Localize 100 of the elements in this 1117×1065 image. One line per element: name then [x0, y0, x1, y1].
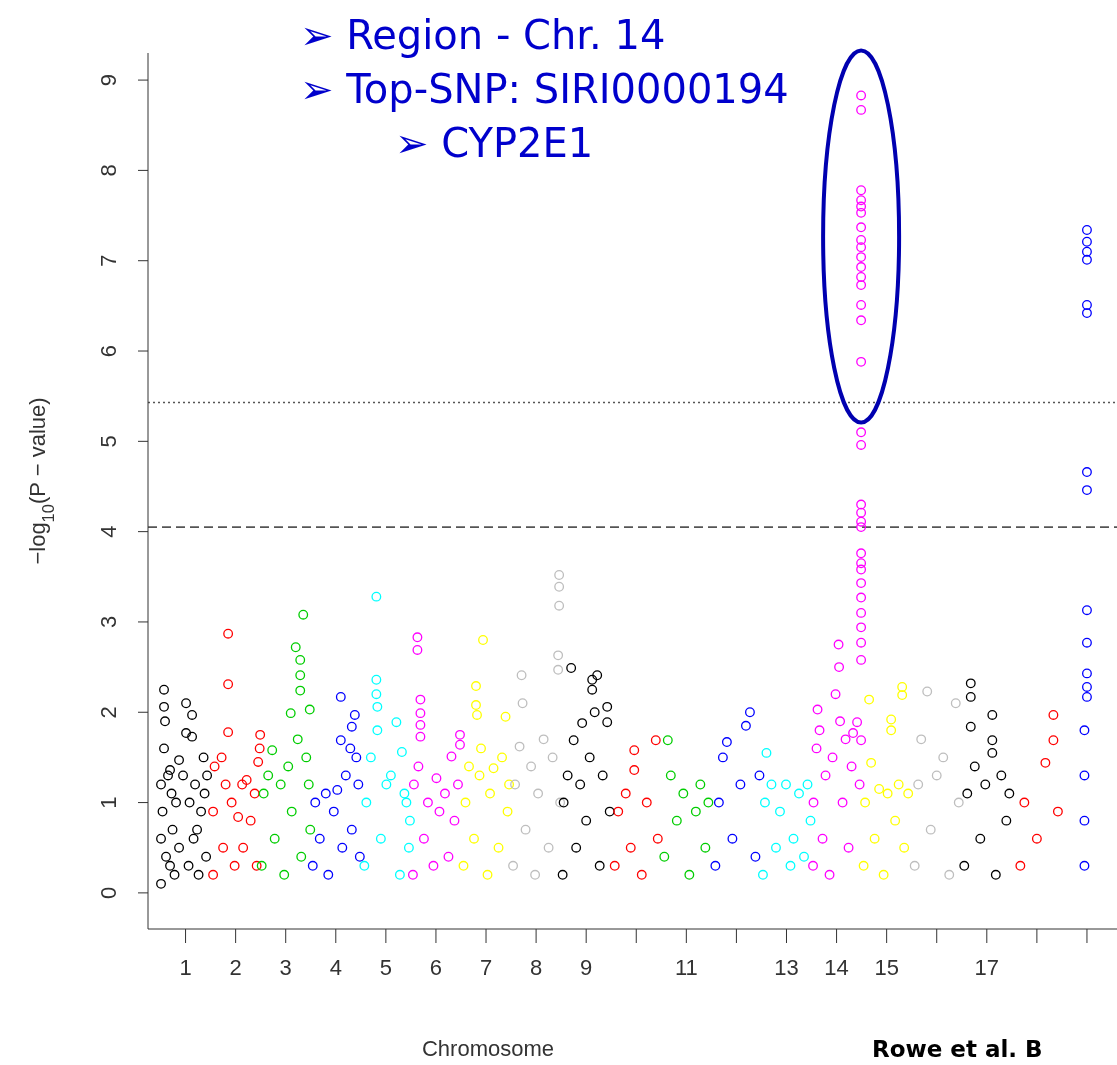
point: [192, 824, 203, 835]
x-axis-title: Chromosome: [420, 1036, 555, 1062]
point: [396, 747, 407, 757]
point: [493, 842, 504, 853]
y-tick-label: 6: [96, 344, 121, 358]
point: [597, 770, 608, 781]
point: [625, 842, 636, 853]
point: [520, 824, 531, 835]
point: [516, 670, 527, 681]
point: [727, 833, 738, 844]
point: [805, 815, 816, 826]
point: [428, 860, 439, 871]
point: [835, 716, 846, 727]
point: [412, 644, 423, 655]
point: [959, 860, 970, 871]
point: [557, 869, 568, 880]
point: [925, 824, 936, 835]
point: [159, 701, 169, 712]
point: [856, 578, 867, 589]
point: [592, 670, 603, 681]
x-tick-label: 15: [874, 954, 899, 980]
point: [1082, 236, 1092, 247]
point: [856, 104, 867, 115]
point: [310, 797, 321, 808]
x-tick-label: 14: [824, 954, 849, 980]
point: [856, 548, 867, 559]
point: [449, 815, 460, 826]
point: [846, 761, 857, 772]
point: [820, 770, 831, 781]
point: [754, 770, 765, 781]
point: [975, 833, 986, 844]
point: [571, 842, 582, 853]
point: [298, 609, 309, 620]
annotation: ➢ CYP2E1: [394, 119, 595, 168]
point: [856, 427, 867, 438]
point: [965, 678, 976, 689]
point: [434, 806, 445, 817]
point: [788, 833, 799, 844]
y-tick-label: 8: [96, 164, 121, 177]
point: [508, 860, 519, 871]
x-tick-label: 4: [329, 954, 342, 980]
point: [359, 860, 370, 871]
x-tick-label: 1: [179, 954, 192, 980]
point: [554, 570, 565, 580]
point: [533, 788, 544, 799]
point: [987, 710, 998, 720]
point: [391, 717, 402, 728]
point: [469, 833, 479, 844]
point: [238, 842, 249, 853]
point: [517, 698, 528, 709]
point: [700, 842, 711, 853]
point: [1004, 788, 1015, 799]
point: [455, 739, 465, 750]
point: [415, 694, 426, 705]
point: [874, 784, 885, 794]
point: [811, 743, 822, 754]
point: [856, 637, 867, 648]
point: [394, 869, 405, 880]
x-tick-label: 13: [774, 954, 799, 980]
point: [1082, 254, 1092, 265]
point: [766, 779, 777, 790]
point: [589, 707, 600, 718]
point: [500, 711, 511, 722]
point: [856, 252, 867, 263]
point: [771, 842, 781, 853]
point: [613, 806, 624, 817]
point: [802, 779, 813, 790]
point: [969, 761, 980, 772]
point: [472, 710, 482, 720]
point: [196, 806, 207, 817]
point: [864, 694, 875, 705]
point: [1048, 710, 1059, 720]
point: [165, 765, 175, 776]
point: [209, 761, 220, 772]
point: [817, 833, 828, 844]
point: [604, 806, 615, 817]
point: [476, 743, 486, 754]
point: [650, 735, 661, 746]
point: [372, 725, 383, 736]
point: [375, 833, 386, 844]
y-tick-label: 1: [96, 796, 121, 809]
point: [201, 851, 212, 862]
point: [814, 725, 825, 736]
point: [962, 788, 973, 799]
x-tick-label: 7: [479, 954, 493, 980]
point: [371, 689, 382, 700]
point: [251, 860, 262, 871]
point: [785, 860, 796, 871]
point: [474, 770, 485, 781]
point: [156, 779, 166, 790]
point: [886, 725, 897, 736]
point: [485, 788, 495, 799]
point: [208, 869, 219, 880]
point: [1019, 797, 1030, 808]
point: [1082, 691, 1092, 702]
point: [1031, 833, 1042, 844]
point: [602, 717, 613, 728]
point: [944, 869, 955, 880]
point: [440, 788, 450, 799]
x-tick-label: 17: [974, 954, 1000, 980]
